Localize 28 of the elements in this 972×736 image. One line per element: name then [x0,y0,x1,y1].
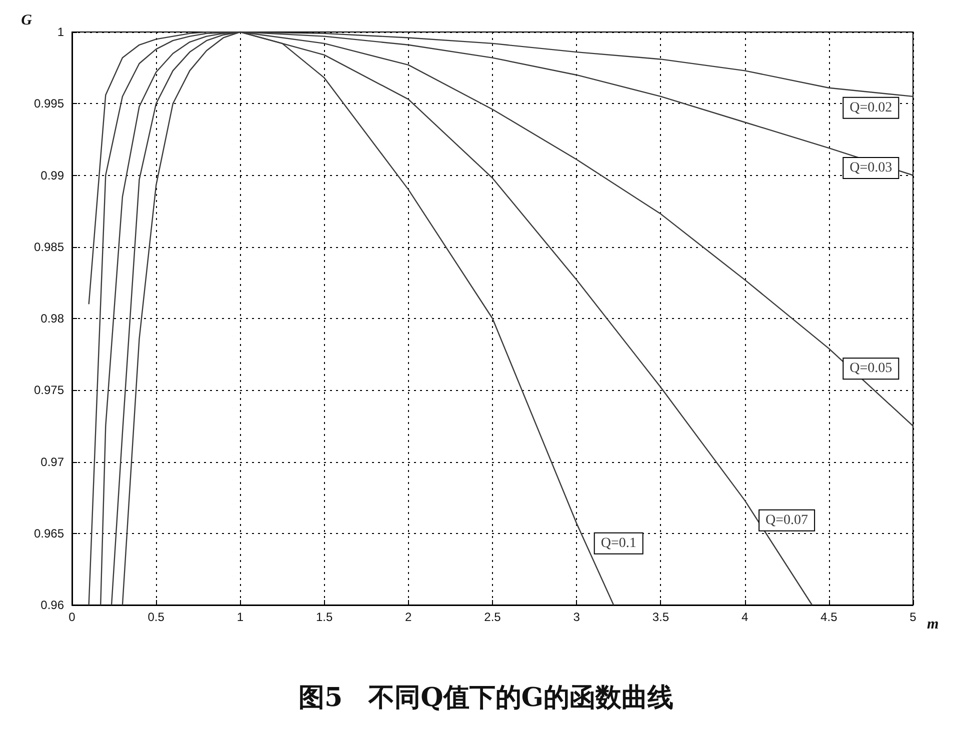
text: 图5 不同Q值下的G的函数曲线 [298,683,674,713]
series-label: Q=0.05 [850,361,892,376]
x-tick-label: 5 [910,610,917,624]
x-tick-label: 2.5 [484,610,502,624]
x-tick-label: 1.5 [316,610,333,624]
series-label: Q=0.02 [850,100,892,116]
y-tick-label: 0.985 [34,240,64,254]
y-tick-label: 0.96 [40,598,64,612]
series-label: Q=0.07 [766,512,808,528]
x-tick-label: 3.5 [652,610,670,624]
y-tick-label: 0.98 [40,312,64,326]
x-tick-label: 0 [68,610,76,624]
series-label: Q=0.1 [600,536,636,551]
x-tick-label: 4 [741,610,748,624]
y-tick-label: 0.99 [40,168,64,182]
x-tick-label: 2 [405,610,412,624]
x-axis-title: m [927,616,939,632]
series-label: Q=0.03 [850,160,892,176]
y-axis-title: G [21,12,32,28]
x-tick-label: 3 [573,610,580,624]
x-tick-label: 0.5 [148,610,165,624]
y-tick-label: 0.975 [34,383,64,398]
y-tick-label: 0.995 [34,96,64,111]
y-tick-label: 0.97 [40,454,64,469]
x-tick-label: 4.5 [820,610,838,624]
y-tick-label: 1 [57,25,64,39]
y-tick-label: 0.965 [34,526,64,540]
x-tick-label: 1 [236,610,244,624]
